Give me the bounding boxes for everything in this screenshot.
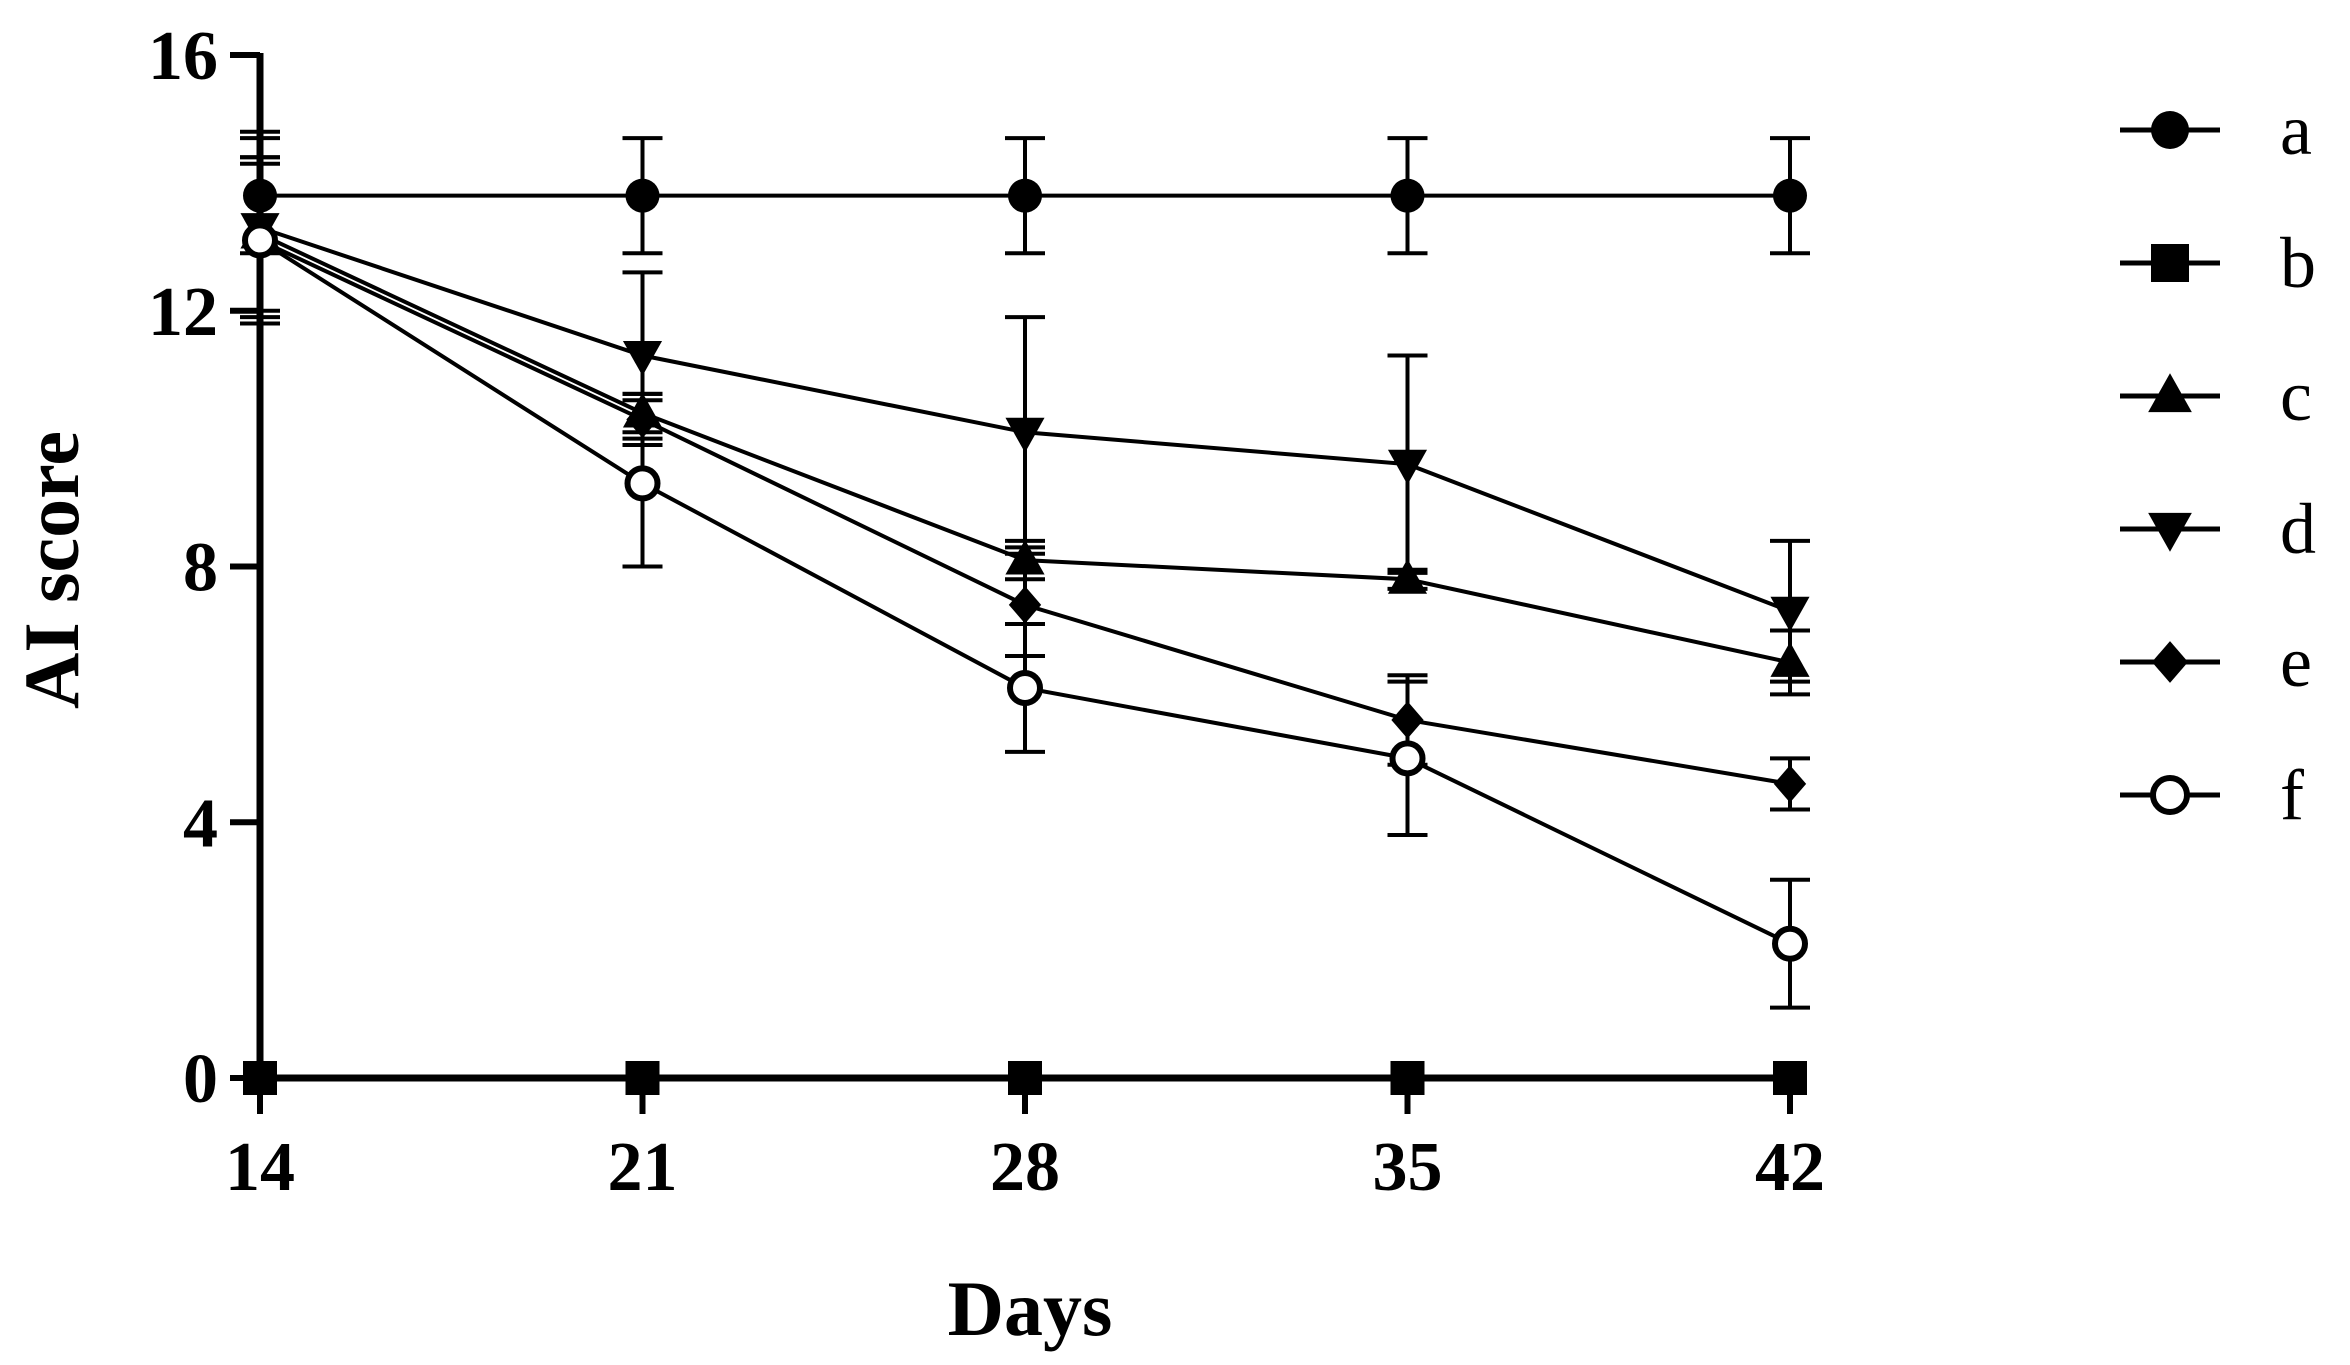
marker-open-circle [1007, 669, 1043, 706]
legend-label: a [2280, 90, 2312, 170]
marker-triangle-down [1387, 449, 1428, 485]
legend-item-d: d [2120, 489, 2316, 569]
marker-open-circle [624, 465, 661, 502]
marker-circle [1390, 178, 1425, 213]
legend-label: d [2280, 489, 2316, 569]
marker-open-circle [1772, 925, 1808, 962]
marker-square [1008, 1061, 1042, 1095]
marker-square [1390, 1061, 1425, 1095]
x-tick-label: 35 [1373, 1129, 1443, 1206]
marker-circle [1773, 178, 1807, 213]
marker-open-circle [2150, 775, 2190, 815]
marker-circle [1008, 178, 1042, 213]
legend-item-a: a [2120, 90, 2312, 170]
legend-item-c: c [2120, 356, 2312, 436]
marker-square [1773, 1061, 1807, 1095]
legend-item-b: b [2120, 223, 2316, 303]
marker-circle [625, 178, 660, 213]
y-tick-label: 8 [183, 530, 218, 607]
x-tick-label: 14 [225, 1129, 295, 1206]
marker-square [2151, 244, 2189, 282]
marker-circle [2151, 111, 2189, 149]
marker-diamond [1008, 586, 1042, 624]
x-tick-label: 42 [1755, 1129, 1825, 1206]
marker-square [625, 1061, 660, 1095]
marker-triangle-up [1387, 558, 1428, 594]
legend-label: f [2280, 755, 2304, 835]
series-a [240, 136, 1810, 256]
legend-item-e: e [2120, 622, 2312, 702]
y-tick-label: 4 [183, 785, 218, 862]
marker-diamond [2151, 641, 2189, 683]
legend-label: b [2280, 223, 2316, 303]
series-b [243, 1061, 1807, 1095]
y-tick-label: 16 [148, 18, 218, 95]
x-tick-label: 28 [990, 1129, 1060, 1206]
y-tick-label: 12 [148, 274, 218, 351]
marker-open-circle [242, 222, 278, 259]
legend-label: c [2280, 356, 2312, 436]
legend-item-f: f [2120, 755, 2304, 835]
y-axis-title: AI score [8, 431, 95, 709]
axes: 0 4 8 12 16 14 21 28 35 42 [148, 18, 1825, 1206]
marker-triangle-down [1005, 417, 1045, 453]
y-tick-label: 0 [183, 1041, 218, 1118]
marker-triangle-down [622, 341, 663, 376]
marker-open-circle [1389, 740, 1426, 777]
x-tick-label: 21 [608, 1129, 678, 1206]
marker-triangle-down [1770, 596, 1810, 632]
marker-square [243, 1061, 277, 1095]
marker-diamond [1773, 765, 1807, 803]
series-group [240, 129, 1810, 1095]
legend-label: e [2280, 622, 2312, 702]
marker-triangle-up [2148, 373, 2192, 413]
marker-triangle-down [2148, 512, 2192, 552]
series-f [240, 155, 1810, 1010]
x-axis-title: Days [948, 1265, 1113, 1352]
